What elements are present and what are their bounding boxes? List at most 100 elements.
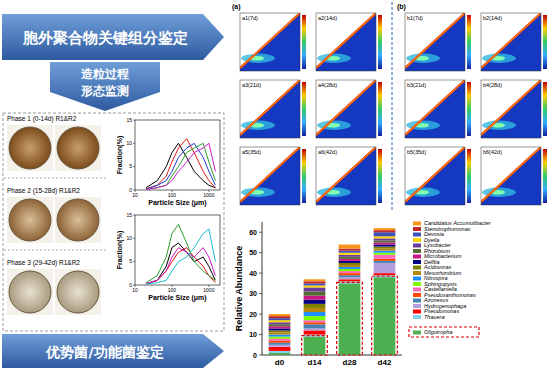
x-tick-label: 100 [168,192,177,198]
x-tick-label: d14 [308,358,322,367]
highlight-box [372,276,398,355]
x-tick-label: 10 [132,287,138,293]
bar-segment [304,279,326,281]
eem-blank [316,147,376,202]
eem-bg [316,147,376,205]
eem-blank [405,80,465,135]
bar-segment [339,283,361,355]
bar-segment [304,281,326,283]
legend-swatch [413,271,421,275]
legend-swatch [413,266,421,270]
bar-segment [269,341,291,343]
colorbar [543,15,547,69]
y-axis-label: Relative Abundance [234,246,244,332]
panel-label: b3(21d) [407,82,426,88]
bar-segment [374,255,396,259]
bar-segment [304,304,326,308]
panel-label: b4(28d) [483,82,502,88]
bar-segment [374,273,396,275]
legend-swatch [413,277,421,281]
eem-scatter [240,147,300,202]
eem-frame [316,147,376,205]
panel-label: a1(7d) [242,15,258,21]
eem-scatter [481,13,541,68]
bar-segment [269,318,291,320]
colorbar [543,149,547,203]
eem-frame [405,80,465,138]
bar-segment [339,267,361,269]
eem-scatter [240,147,300,202]
plot-frame [135,120,220,190]
panel-label: a5(35d) [242,149,261,155]
eem-panel [240,13,300,71]
bar-segment [269,345,291,347]
bar-segment [374,277,396,355]
x-tick-label: d28 [343,358,357,367]
bar-segment [339,261,361,263]
bar-segment [374,232,396,236]
eem-frame [316,80,376,138]
eem-frame [240,147,300,205]
eem-panel [481,13,541,71]
bar-segment [269,326,291,328]
y-tick [133,190,135,191]
photo-bg [7,197,53,243]
bar-segment [269,330,291,332]
eem-scatter [316,80,376,135]
eem-blank [405,13,465,68]
legend-swatch [413,310,421,314]
bar-segment [304,300,326,304]
chevron-label: 造粒过程 [80,67,129,81]
bar-segment [269,332,291,334]
eem-scatter [405,13,465,68]
eem-frame [240,13,300,71]
bar-segment [374,263,396,273]
eem-scatter [405,147,465,202]
colorbar [467,82,471,136]
eem-scatter [481,80,541,135]
legend-swatch [413,315,421,319]
eem-blank [240,13,300,68]
bar-segment [304,312,326,316]
eem-blank [240,147,300,202]
eem-panel [316,80,376,138]
x-tick-label: d0 [275,358,285,367]
y-tick-label: 20 [249,311,257,318]
bar-segment [304,322,326,324]
eem-panel [405,80,465,138]
bar-segment [304,337,326,355]
eem-bg [240,147,300,205]
bar-segment [339,263,361,265]
arrow-label: 优势菌/功能菌鉴定 [45,344,163,360]
y-axis [262,222,263,355]
colorbar [543,82,547,136]
eem-bg [481,147,541,205]
bar-segment [339,255,361,257]
panel-label: b2(14d) [483,15,502,21]
bar-segment [269,322,291,324]
bar-segment [269,337,291,339]
legend-label: Thauera [424,314,445,320]
eem-scatter [240,80,300,135]
panel-label: b6(42d) [483,149,502,155]
eem-scatter [405,80,465,135]
legend-swatch [413,255,421,259]
eem-frame [405,147,465,205]
y-tick [259,334,262,335]
bar-segment [304,296,326,300]
photo [57,199,99,241]
bar-segment [269,316,291,318]
eem-scatter [481,80,541,135]
y-tick [133,120,135,121]
eem-bg [481,13,541,71]
eem-bg [405,13,465,71]
bar-segment [269,351,291,353]
chevron [50,62,160,111]
legend-swatch [413,293,421,297]
bar-segment [374,247,396,249]
eem-scatter [481,147,541,202]
colorbar [467,15,471,69]
eem-bg [481,80,541,138]
eem-scatter [240,13,300,68]
x-tick-label: 1000 [203,192,214,198]
